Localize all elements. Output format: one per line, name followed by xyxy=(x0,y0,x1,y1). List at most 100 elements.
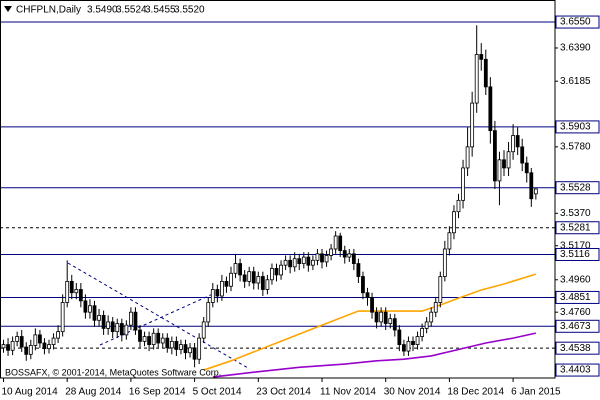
candle-body xyxy=(83,300,88,313)
candle-body xyxy=(388,318,393,324)
candle-body xyxy=(10,340,15,351)
y-tick-label: 3.5370 xyxy=(560,208,591,219)
candle-body xyxy=(424,321,429,329)
candle-body xyxy=(51,337,56,346)
level-label: 3.6550 xyxy=(560,17,591,28)
candle-body xyxy=(379,311,384,323)
candle-body xyxy=(365,292,370,299)
candle-body xyxy=(401,344,406,352)
candle-body xyxy=(206,302,211,323)
candle-body xyxy=(238,263,243,276)
candle-body xyxy=(15,336,20,342)
candle-body xyxy=(24,346,29,355)
candle-body xyxy=(320,253,324,263)
candle-body xyxy=(151,332,156,346)
candle-body xyxy=(6,344,10,351)
candle-body xyxy=(483,58,488,88)
candle-body xyxy=(279,264,283,276)
candle-body xyxy=(447,232,452,250)
candle-body xyxy=(442,248,447,277)
watermark: BOSSAFX, © 2001-2014, MetaQuotes Softwar… xyxy=(5,367,221,377)
level-label: 3.4403 xyxy=(560,365,591,376)
candle-body xyxy=(160,337,165,344)
y-tick-label: 3.4960 xyxy=(560,274,591,285)
candle-body xyxy=(288,259,293,268)
level-label-box xyxy=(555,247,600,261)
candle-body xyxy=(324,255,329,263)
header-high: 3.5524 xyxy=(116,5,147,16)
moving-averages xyxy=(203,273,537,378)
candle-body xyxy=(233,263,238,274)
level-label-box xyxy=(555,120,600,134)
candle-body xyxy=(270,268,274,281)
candle-body xyxy=(411,340,415,346)
candle-body xyxy=(78,289,83,302)
candle-body xyxy=(420,327,425,337)
candle-body xyxy=(106,321,111,329)
candle-body xyxy=(347,253,352,258)
header-low: 3.5455 xyxy=(145,5,176,16)
level-label-box xyxy=(555,363,600,377)
candle-body xyxy=(474,54,479,104)
candle-body xyxy=(110,321,115,333)
candle-body xyxy=(60,302,65,333)
candle-body xyxy=(142,336,147,342)
candle-body xyxy=(138,329,142,342)
level-label-box xyxy=(555,290,600,304)
candle-body xyxy=(488,86,493,132)
candle-body xyxy=(356,263,361,277)
candle-body xyxy=(147,336,152,346)
candle-body xyxy=(511,135,516,153)
candle-body xyxy=(38,334,42,344)
candle-body xyxy=(301,256,306,264)
candle-body xyxy=(265,279,270,290)
level-label-box xyxy=(555,319,600,333)
candle-body xyxy=(452,211,456,234)
y-tick-label: 3.4760 xyxy=(560,307,591,318)
candle-body xyxy=(515,135,520,148)
candle-body xyxy=(115,323,120,333)
candle-body xyxy=(374,311,379,323)
levels xyxy=(0,21,555,349)
moving-average xyxy=(212,332,537,378)
candle-body xyxy=(101,315,106,329)
candle-body xyxy=(351,253,356,264)
candle-body xyxy=(33,334,38,346)
candle-body xyxy=(465,146,470,169)
candle-body xyxy=(529,172,534,200)
y-tick-label: 3.5170 xyxy=(560,240,591,251)
header-close: 3.5520 xyxy=(174,5,205,16)
candle-body xyxy=(506,151,511,169)
candle-body xyxy=(274,268,279,276)
candle-body xyxy=(342,250,347,258)
x-tick-label: 23 Oct 2014 xyxy=(256,387,311,398)
candle-body xyxy=(438,276,443,303)
candle-body xyxy=(197,337,202,360)
x-tick-label: 18 Dec 2014 xyxy=(447,387,504,398)
candle-body xyxy=(251,271,256,284)
candle-body xyxy=(156,332,161,344)
header-icon xyxy=(4,6,12,12)
x-tick-label: 16 Sep 2014 xyxy=(129,387,186,398)
plot-frame xyxy=(0,0,556,379)
candle-body xyxy=(192,347,197,360)
candle-body xyxy=(292,258,297,268)
candle-body xyxy=(19,336,24,348)
candle-body xyxy=(433,302,438,313)
x-tick-label: 5 Oct 2014 xyxy=(193,387,242,398)
candle-body xyxy=(47,344,51,350)
candle-body xyxy=(315,253,320,261)
candle-body xyxy=(169,340,174,349)
candle-body xyxy=(415,336,420,346)
candle-body xyxy=(56,331,60,339)
moving-average xyxy=(203,273,537,371)
candle-body xyxy=(533,188,538,195)
candle-body xyxy=(520,146,525,164)
chart-title: CHFPLN,Daily xyxy=(16,5,81,16)
level-label: 3.5903 xyxy=(560,122,591,133)
candle-body xyxy=(128,311,133,326)
candle-body xyxy=(219,280,224,297)
level-label: 3.4673 xyxy=(560,321,591,332)
